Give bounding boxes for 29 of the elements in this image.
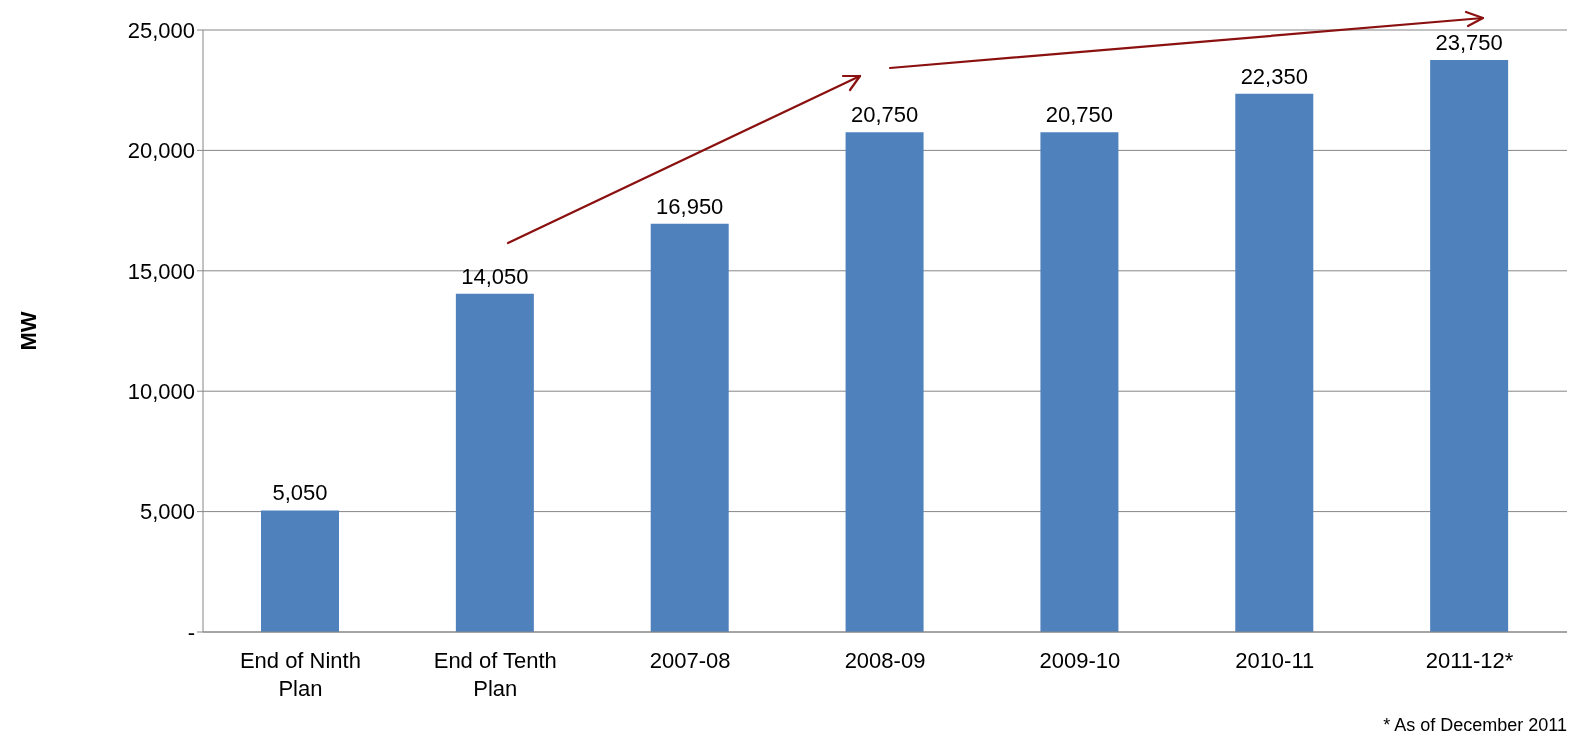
data-label: 20,750: [1045, 102, 1114, 128]
y-tick-label: 5,000: [139, 499, 195, 525]
y-tick-label: -: [187, 619, 195, 645]
data-label: 16,950: [656, 193, 724, 219]
bar: [1040, 132, 1119, 632]
x-tick-label: End of Tenth Plan: [433, 648, 557, 701]
x-tick-label: 2008-09: [844, 648, 926, 673]
data-label: 20,750: [850, 102, 919, 128]
data-label: 23,750: [1435, 30, 1503, 56]
data-label: 22,350: [1240, 63, 1308, 89]
y-tick-label: 25,000: [127, 17, 195, 43]
x-tick-label: 2010-11: [1235, 648, 1315, 673]
bar: [845, 132, 924, 632]
x-tick-label: End of Ninth Plan: [239, 648, 361, 701]
bar: [261, 510, 339, 632]
text: * As of December 2011: [1383, 715, 1567, 736]
y-tick-label: 10,000: [127, 379, 195, 405]
bar: [1235, 93, 1314, 632]
x-tick-label: 2009-10: [1039, 648, 1121, 673]
bar: [1430, 60, 1509, 632]
x-tick-label: 2007-08: [649, 648, 731, 673]
y-tick-label: 15,000: [127, 258, 195, 284]
data-label: 14,050: [461, 263, 529, 289]
x-tick-label: 2011-12*: [1425, 648, 1514, 673]
bar: [455, 293, 534, 632]
bar: [650, 223, 729, 632]
y-tick-label: 20,000: [127, 138, 195, 164]
data-label: 5,050: [272, 480, 328, 506]
y-axis-title: MW: [15, 311, 41, 351]
